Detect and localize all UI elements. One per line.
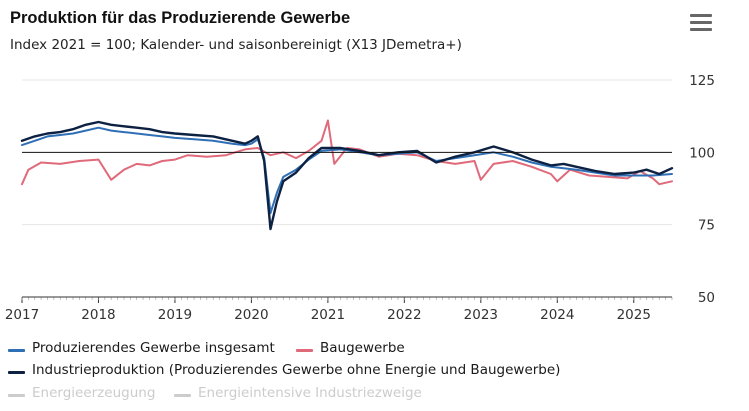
legend-swatch (174, 394, 191, 397)
series-line-industrie (20, 120, 674, 231)
legend-label: Baugewerbe (320, 340, 405, 356)
x-tick-label: 2024 (540, 307, 574, 323)
legend-label: Industrieproduktion (Produzierendes Gewe… (32, 362, 561, 378)
y-tick-label: 75 (698, 218, 715, 234)
x-tick-label: 2023 (464, 307, 498, 323)
y-tick-label: 100 (689, 145, 715, 161)
line-chart: 50 75 100 125 2017 2018 2019 2020 2021 2022 2023 20… (5, 73, 715, 323)
legend-label: Energieintensive Industriezweige (198, 385, 422, 401)
menu-bar (690, 28, 712, 31)
y-tick-label: 125 (689, 73, 715, 89)
x-tick-label: 2025 (617, 307, 651, 323)
menu-bar (690, 14, 712, 17)
legend-swatch (8, 394, 25, 397)
legend-swatch (8, 371, 25, 374)
x-tick-label: 2021 (311, 307, 345, 323)
hamburger-menu-icon[interactable] (690, 14, 712, 36)
legend-swatch (296, 349, 313, 352)
x-tick-label: 2022 (387, 307, 421, 323)
legend-label: Energieerzeugung (32, 385, 156, 401)
series-line-gesamt (21, 126, 673, 215)
chart-title: Produktion für das Produzierende Gewerbe (10, 9, 351, 27)
legend-label: Produzierendes Gewerbe insgesamt (32, 340, 275, 356)
x-tick-label: 2019 (158, 307, 192, 323)
legend-swatch (8, 349, 25, 352)
y-tick-label: 50 (698, 290, 715, 306)
menu-bar (690, 21, 712, 24)
x-tick-label: 2020 (234, 307, 268, 323)
x-tick-label: 2017 (5, 307, 39, 323)
x-tick-label: 2018 (81, 307, 115, 323)
chart-subtitle: Index 2021 = 100; Kalender- und saisonbe… (10, 37, 462, 53)
series-line-bau (21, 119, 673, 186)
